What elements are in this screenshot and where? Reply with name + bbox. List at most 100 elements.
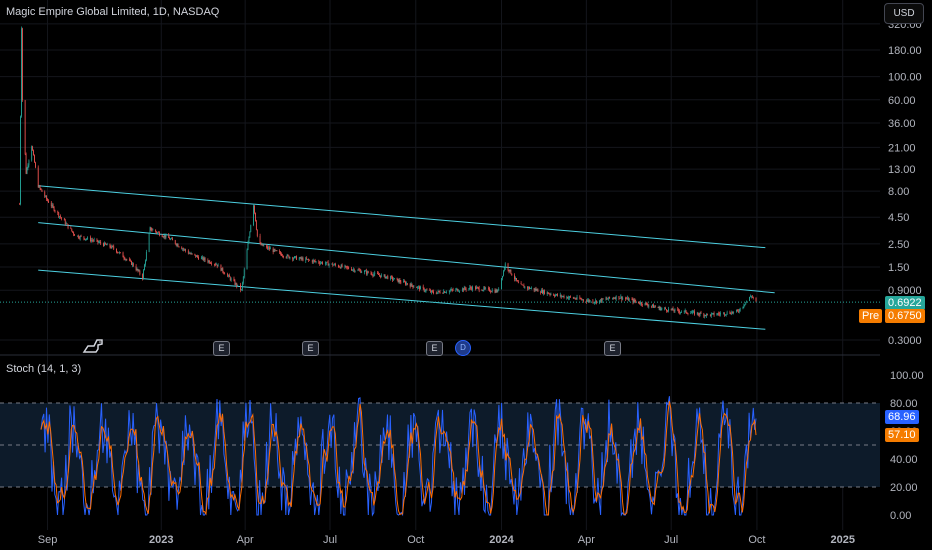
currency-button[interactable]: USD — [884, 3, 924, 24]
candle-body — [340, 264, 342, 269]
candle-body — [314, 260, 316, 262]
candle-body — [311, 260, 313, 263]
stoch-k-tag: 68.96 — [885, 410, 919, 424]
candle-body — [540, 291, 542, 293]
candle-body — [150, 227, 152, 231]
candle-body — [612, 297, 613, 299]
candle-body — [374, 272, 376, 275]
earnings-event-marker[interactable]: E — [213, 341, 230, 356]
candle-body — [83, 236, 85, 239]
candle-body — [703, 313, 705, 317]
price-tick-label: 60.00 — [888, 95, 916, 107]
channel-line[interactable] — [38, 222, 775, 294]
candle-body — [546, 292, 548, 294]
price-tick-label: 0.3000 — [888, 335, 922, 347]
candle-body — [339, 267, 341, 269]
candle-body — [21, 28, 23, 101]
candle-body — [266, 245, 268, 247]
candle-body — [640, 302, 642, 305]
candle-body — [76, 235, 78, 237]
candle-body — [527, 286, 529, 289]
candle-body — [234, 280, 236, 285]
candle-body — [163, 235, 165, 237]
indicator-label[interactable]: Stoch (14, 1, 3) — [6, 363, 82, 375]
candle-body — [86, 238, 88, 240]
candle-body — [24, 100, 26, 154]
candle-body — [223, 271, 225, 274]
candle-body — [269, 247, 270, 250]
candle-body — [432, 290, 433, 292]
candle-body — [308, 259, 309, 261]
chart-title: Magic Empire Global Limited, 1D, NASDAQ — [6, 6, 220, 18]
candle-body — [31, 146, 33, 161]
candle-body — [605, 298, 607, 300]
candle-body — [367, 271, 369, 273]
candle-body — [109, 243, 111, 248]
candle-body — [151, 230, 153, 231]
candle-body — [501, 278, 502, 290]
candle-body — [346, 266, 348, 268]
candle-body — [326, 261, 328, 263]
candle-body — [354, 270, 356, 272]
candle-body — [119, 252, 121, 253]
candle-body — [514, 275, 515, 280]
candle-body — [287, 255, 289, 256]
candle-body — [168, 235, 170, 239]
candle-body — [562, 296, 564, 297]
candle-body — [136, 268, 138, 271]
candle-body — [608, 296, 610, 300]
candle-body — [417, 286, 419, 288]
candle-body — [707, 313, 708, 315]
candle-body — [64, 220, 66, 225]
candle-body — [543, 290, 544, 294]
stoch-tick-label: 100.00 — [890, 370, 924, 382]
candle-body — [548, 293, 550, 295]
time-tick-label: 2023 — [149, 534, 173, 546]
candle-body — [683, 310, 685, 312]
candle-body — [690, 313, 692, 314]
candle-body — [300, 257, 302, 259]
candle-body — [482, 290, 484, 291]
candle-body — [599, 300, 600, 303]
candle-body — [243, 269, 245, 277]
candle-body — [606, 298, 608, 300]
channel-line[interactable] — [38, 185, 766, 249]
candle-body — [398, 280, 400, 283]
dividend-event-marker[interactable]: D — [455, 340, 471, 356]
earnings-event-marker[interactable]: E — [302, 341, 319, 356]
candle-body — [298, 258, 300, 260]
candle-body — [44, 191, 46, 197]
candle-body — [431, 290, 433, 293]
candle-body — [592, 300, 594, 303]
candle-body — [529, 287, 530, 289]
candle-body — [178, 246, 180, 248]
candle-body — [177, 244, 179, 247]
candle-body — [470, 287, 472, 289]
candle-body — [229, 277, 231, 280]
candle-body — [92, 240, 94, 241]
candle-body — [263, 245, 265, 247]
candle-body — [32, 146, 34, 151]
price-tick-label: 180.00 — [888, 45, 922, 57]
candle-body — [170, 238, 171, 240]
channel-line[interactable] — [38, 269, 766, 330]
candle-body — [390, 276, 391, 279]
candle-body — [255, 221, 257, 230]
candle-body — [196, 255, 198, 257]
stoch-d-tag: 57.10 — [885, 428, 919, 442]
candle-body — [657, 307, 659, 308]
earnings-event-marker[interactable]: E — [426, 341, 443, 356]
earnings-event-marker[interactable]: E — [604, 341, 621, 356]
candle-body — [746, 300, 748, 303]
candle-body — [248, 237, 250, 243]
candle-body — [625, 298, 626, 299]
candle-body — [729, 312, 731, 314]
candle-body — [507, 263, 509, 270]
candle-body — [385, 276, 387, 279]
candle-body — [91, 239, 93, 241]
candle-body — [344, 265, 346, 267]
candle-body — [489, 288, 490, 292]
candle-body — [122, 252, 124, 258]
candle-body — [533, 288, 535, 291]
